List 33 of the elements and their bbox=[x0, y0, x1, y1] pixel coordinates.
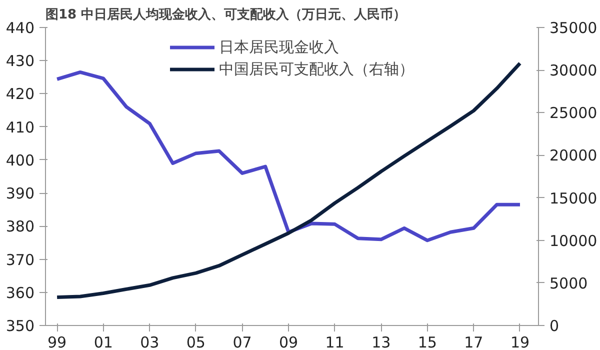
x-tick-label: 05 bbox=[186, 334, 206, 350]
y-tick-label: 360 bbox=[6, 284, 35, 302]
y2-tick-label: 25000 bbox=[550, 104, 598, 122]
x-tick-label: 13 bbox=[372, 334, 391, 350]
y2-tick-label: 15000 bbox=[550, 189, 598, 208]
y-tick-label: 380 bbox=[6, 218, 35, 236]
y-tick-label: 400 bbox=[6, 151, 35, 170]
line-series bbox=[55, 62, 522, 299]
y2-tick-label: 10000 bbox=[550, 232, 598, 250]
y-tick-label: 350 bbox=[6, 317, 35, 335]
y-tick-label: 440 bbox=[6, 19, 35, 37]
y-tick-label: 390 bbox=[6, 184, 35, 203]
chart-title: 图18 中日居民人均现金收入、可支配收入（万日元、人民币） bbox=[46, 6, 406, 22]
legend-label: 中国居民可支配收入（右轴） bbox=[219, 60, 414, 78]
y-tick-label: 420 bbox=[6, 85, 35, 104]
y-tick-label: 370 bbox=[6, 250, 35, 269]
y-tick-label: 430 bbox=[6, 52, 35, 70]
legend-label: 日本居民现金收入 bbox=[219, 38, 339, 56]
x-tick-label: 11 bbox=[325, 334, 344, 350]
x-tick-label: 03 bbox=[140, 334, 160, 350]
x-tick-label: 09 bbox=[278, 334, 298, 350]
y2-tick-label: 30000 bbox=[550, 62, 598, 80]
y-tick-label: 410 bbox=[6, 118, 35, 136]
x-tick-label: 99 bbox=[48, 334, 67, 350]
x-tick-label: 17 bbox=[464, 334, 484, 350]
y2-tick-label: 20000 bbox=[550, 146, 598, 165]
x-tick-label: 15 bbox=[418, 334, 437, 350]
x-tick-label: 19 bbox=[510, 334, 530, 350]
y2-tick-label: 5000 bbox=[550, 274, 588, 292]
x-tick-label: 07 bbox=[232, 334, 252, 350]
y2-tick-label: 35000 bbox=[550, 19, 598, 37]
y2-tick-label: 0 bbox=[550, 317, 560, 335]
x-tick-label: 01 bbox=[94, 334, 113, 350]
